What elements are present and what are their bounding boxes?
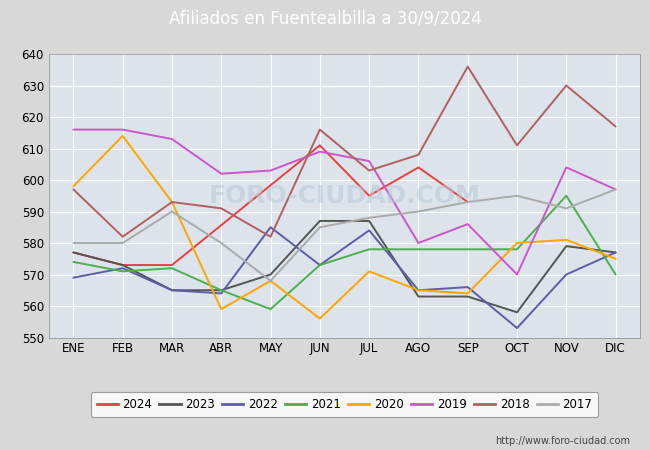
Text: Afiliados en Fuentealbilla a 30/9/2024: Afiliados en Fuentealbilla a 30/9/2024 <box>168 9 482 27</box>
Legend: 2024, 2023, 2022, 2021, 2020, 2019, 2018, 2017: 2024, 2023, 2022, 2021, 2020, 2019, 2018… <box>90 392 599 417</box>
Text: http://www.foro-ciudad.com: http://www.foro-ciudad.com <box>495 436 630 446</box>
Text: FORO-CIUDAD.COM: FORO-CIUDAD.COM <box>209 184 480 208</box>
